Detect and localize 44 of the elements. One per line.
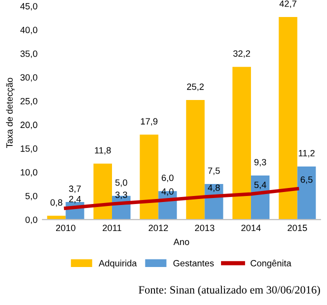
data-label: 42,7: [279, 0, 296, 8]
y-tick-label: 5,0: [25, 192, 38, 200]
bar: [140, 134, 158, 220]
data-label: 5,0: [115, 179, 128, 187]
legend-label: Gestantes: [173, 260, 214, 266]
y-tick-label: 20,0: [20, 122, 38, 130]
x-axis-title: Ano: [173, 238, 190, 246]
x-tick-label: 2013: [195, 224, 214, 232]
data-label: 25,2: [187, 84, 204, 91]
data-label: 0,8: [50, 199, 62, 207]
y-tick-label: 35,0: [20, 50, 38, 58]
data-label: 7,5: [208, 168, 220, 175]
y-tick-label: 25,0: [20, 98, 38, 106]
legend-label: Adquirida: [98, 260, 137, 268]
data-label: 6,5: [300, 176, 312, 184]
y-tick-label: 0,0: [25, 216, 38, 224]
data-label: 17,9: [140, 118, 158, 126]
y-tick-label: 30,0: [20, 74, 38, 82]
data-label: 32,2: [233, 50, 250, 58]
bar: [93, 164, 112, 220]
x-tick-label: 2015: [288, 224, 307, 232]
y-axis-title: Taxa de detecção: [6, 78, 15, 148]
y-tick-label: 10,0: [20, 169, 38, 177]
legend-label: Congênita: [250, 260, 292, 268]
data-label: 2,4: [69, 196, 81, 204]
data-label: 11,2: [298, 150, 315, 158]
bar: [232, 66, 251, 220]
bar: [278, 17, 298, 220]
x-tick-label: 2012: [148, 224, 168, 232]
bar: [297, 166, 316, 220]
y-tick-label: 45,0: [20, 3, 38, 11]
data-label: 6,0: [162, 174, 174, 182]
y-tick-label: 40,0: [20, 26, 38, 34]
data-label: 3,7: [69, 186, 81, 193]
data-label: 9,3: [254, 158, 266, 166]
y-tick-label: 15,0: [20, 145, 38, 153]
x-tick-label: 2010: [56, 224, 76, 232]
source-note: Fonte: Sinan (atualizado em 30/06/2016): [138, 286, 320, 296]
data-label: 5,4: [254, 182, 266, 190]
bar: [186, 100, 205, 220]
data-label: 11,8: [94, 147, 111, 155]
data-label: 4,8: [208, 184, 220, 192]
x-tick-label: 2014: [241, 224, 261, 232]
x-tick-label: 2011: [102, 224, 122, 232]
